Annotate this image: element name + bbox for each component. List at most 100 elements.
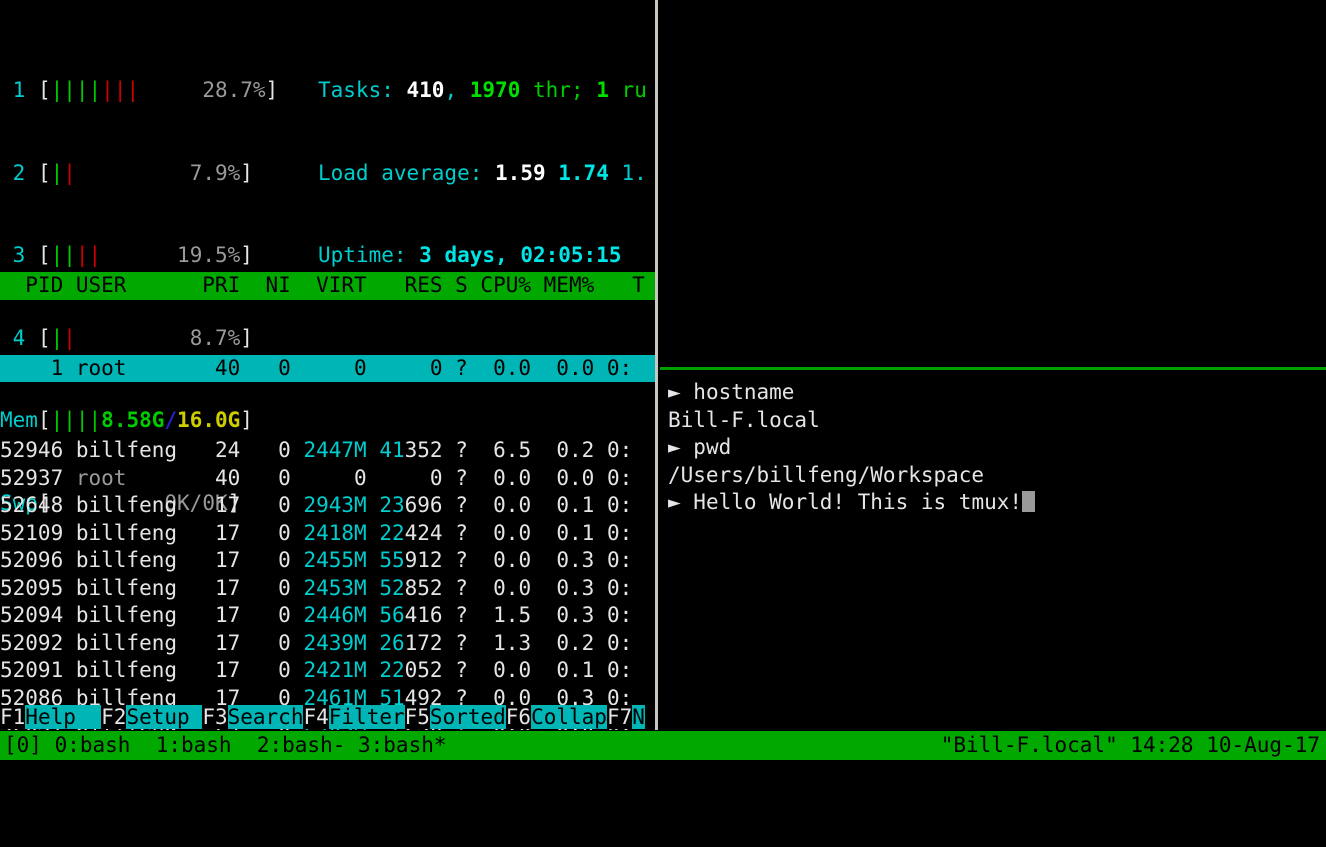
- uptime-row: Uptime: 3 days, 02:05:15: [318, 242, 647, 270]
- process-row[interactable]: 52096 billfeng 17 0 2455M 55912 ? 0.0 0.…: [0, 547, 655, 575]
- shell-line-text: Hello World! This is tmux!: [693, 490, 1023, 514]
- mem-label: Mem: [0, 408, 38, 432]
- process-row[interactable]: 52946 billfeng 24 0 2447M 41352 ? 6.5 0.…: [0, 437, 655, 465]
- process-pid: 52096: [0, 548, 76, 572]
- process-pid: 52092: [0, 630, 76, 655]
- process-cpu-mem-time: 6.5 0.2 0:: [467, 438, 633, 462]
- process-state: ?: [455, 520, 468, 545]
- process-state: ?: [455, 658, 468, 682]
- process-res-dim: 55: [379, 548, 405, 572]
- process-res: 696: [404, 493, 443, 517]
- process-virt: 2421M: [303, 658, 367, 682]
- process-res-pad: [367, 521, 380, 545]
- pane-htop[interactable]: 1 [||||||| 28.7%] 2 [|| 7.9%] 3 [|||| 19…: [0, 0, 655, 730]
- swap-meter-row: Swp[ 0K/0K]: [0, 490, 241, 515]
- shell-line-text: hostname: [693, 380, 795, 404]
- mem-used: 8.58G: [101, 408, 165, 432]
- tmux-window-list[interactable]: [0] 0:bash 1:bash 2:bash- 3:bash*: [4, 733, 447, 757]
- pane-clock[interactable]: [660, 0, 1326, 369]
- process-user: billfeng: [75, 575, 190, 600]
- fkey-label[interactable]: N: [632, 705, 645, 729]
- process-pid: 52095: [0, 575, 76, 600]
- fkey-label[interactable]: Collap: [531, 705, 607, 729]
- swap-label: Swp: [0, 490, 38, 515]
- shell-line-text: Bill-F.local: [668, 407, 820, 432]
- process-pri-ni: 40 0: [189, 465, 304, 490]
- sp: [443, 548, 456, 572]
- process-res-pad: [367, 548, 380, 572]
- process-cpu-mem-time: 0.0 0.0 0:: [467, 465, 633, 490]
- mem-sep: /: [164, 408, 178, 432]
- load-row: Load average: 1.59 1.74 1.: [318, 160, 647, 188]
- pane-border-horizontal[interactable]: [660, 367, 1326, 370]
- process-row[interactable]: 52092 billfeng 17 0 2439M 26172 ? 1.3 0.…: [0, 630, 655, 658]
- process-row[interactable]: 52109 billfeng 17 0 2418M 22424 ? 0.0 0.…: [0, 520, 655, 548]
- fkey-label[interactable]: Help: [25, 705, 102, 729]
- process-state: ?: [455, 575, 468, 600]
- fkey-number[interactable]: F6: [505, 705, 532, 729]
- process-pid: 52937: [0, 465, 76, 490]
- process-state: ?: [455, 548, 468, 572]
- process-virt: 2453M: [303, 575, 367, 600]
- fkey-number[interactable]: F3: [202, 705, 228, 729]
- process-cpu-mem-time: 1.3 0.2 0:: [467, 630, 633, 655]
- process-pid: 52091: [0, 658, 76, 682]
- process-row[interactable]: 52095 billfeng 17 0 2453M 52852 ? 0.0 0.…: [0, 575, 655, 603]
- load-1: 1.59: [495, 160, 546, 185]
- prompt-icon: ►: [668, 380, 694, 404]
- process-res: 416: [404, 603, 443, 627]
- pane-shell[interactable]: ► hostname Bill-F.local ► pwd/Users/billfe…: [660, 371, 1326, 730]
- cpu-meter-row: 4 [|| 8.7%]: [0, 325, 253, 350]
- htop-meters: 1 [||||||| 28.7%] 2 [|| 7.9%] 3 [|||| 19…: [0, 22, 278, 572]
- shell-line-text: /Users/billfeng/Workspace: [668, 462, 985, 487]
- fkey-label[interactable]: Search: [227, 705, 304, 729]
- process-user: billfeng: [75, 603, 190, 627]
- fkey-number[interactable]: F2: [101, 705, 127, 729]
- process-table[interactable]: PID USER PRI NI VIRT RES S CPU% MEM% T 1…: [0, 217, 655, 730]
- process-table-header[interactable]: PID USER PRI NI VIRT RES S CPU% MEM% T: [0, 272, 655, 300]
- process-state: ?: [455, 685, 468, 710]
- shell-output-line: /Users/billfeng/Workspace: [668, 462, 1318, 490]
- process-res-pad: [367, 658, 380, 682]
- mem-total: 16.0G: [177, 408, 241, 432]
- sp: [443, 658, 456, 682]
- shell-output[interactable]: ► hostname Bill-F.local ► pwd/Users/billfe…: [668, 379, 1318, 517]
- sp: [443, 631, 456, 655]
- process-row-selected[interactable]: 1 root 40 0 0 0 ? 0.0 0.0 0:: [0, 354, 655, 382]
- fkey-number[interactable]: F4: [303, 705, 329, 729]
- process-virt: 2439M: [303, 630, 367, 655]
- process-user: billfeng: [75, 493, 190, 517]
- process-cpu-mem-time: 0.0 0.3 0:: [467, 548, 633, 572]
- fkey-label[interactable]: Setup: [126, 705, 203, 729]
- process-row[interactable]: 52648 billfeng 17 0 2943M 23696 ? 0.0 0.…: [0, 492, 655, 520]
- process-row[interactable]: 52937 root 40 0 0 0 ? 0.0 0.0 0:: [0, 465, 655, 493]
- fkey-label[interactable]: Sorted: [429, 705, 506, 729]
- process-res-dim: 52: [379, 575, 405, 600]
- process-res: 912: [404, 548, 443, 572]
- process-row-list: 52946 billfeng 24 0 2447M 41352 ? 6.5 0.…: [0, 437, 655, 730]
- process-pid: 52946: [0, 438, 76, 462]
- swap-value: 0K/0K: [164, 490, 228, 515]
- process-row[interactable]: 52094 billfeng 17 0 2446M 56416 ? 1.5 0.…: [0, 602, 655, 630]
- fkey-number[interactable]: F1: [0, 705, 26, 729]
- cpu-meter-row: 2 [|| 7.9%]: [0, 160, 253, 185]
- pane-border-vertical[interactable]: [655, 0, 658, 730]
- process-res-pad: [367, 603, 380, 627]
- process-res-pad: [367, 576, 380, 600]
- function-key-bar[interactable]: F1Help F2Setup F3SearchF4FilterF5SortedF…: [0, 704, 655, 730]
- cpu-meter-row: 1 [||||||| 28.7%]: [0, 78, 279, 102]
- uptime-value: 3 days, 02:05:15: [419, 243, 622, 267]
- process-res-pad: [367, 438, 380, 462]
- process-pri-ni: 17 0: [189, 630, 304, 655]
- process-row[interactable]: 52091 billfeng 17 0 2421M 22052 ? 0.0 0.…: [0, 657, 655, 685]
- fkey-label[interactable]: Filter: [328, 705, 405, 729]
- process-pri-ni: 17 0: [189, 520, 304, 545]
- process-cpu-mem-time: 0.0 0.1 0:: [467, 493, 633, 517]
- process-virt: 0: [354, 465, 367, 490]
- process-pri-ni: 17 0: [189, 548, 304, 572]
- fkey-number[interactable]: F7: [606, 705, 633, 729]
- prompt-icon: ►: [668, 435, 694, 459]
- fkey-number[interactable]: F5: [404, 705, 430, 729]
- shell-command-line: ► pwd: [668, 434, 1318, 462]
- tmux-status-bar[interactable]: [0] 0:bash 1:bash 2:bash- 3:bash* "Bill-…: [0, 731, 1326, 760]
